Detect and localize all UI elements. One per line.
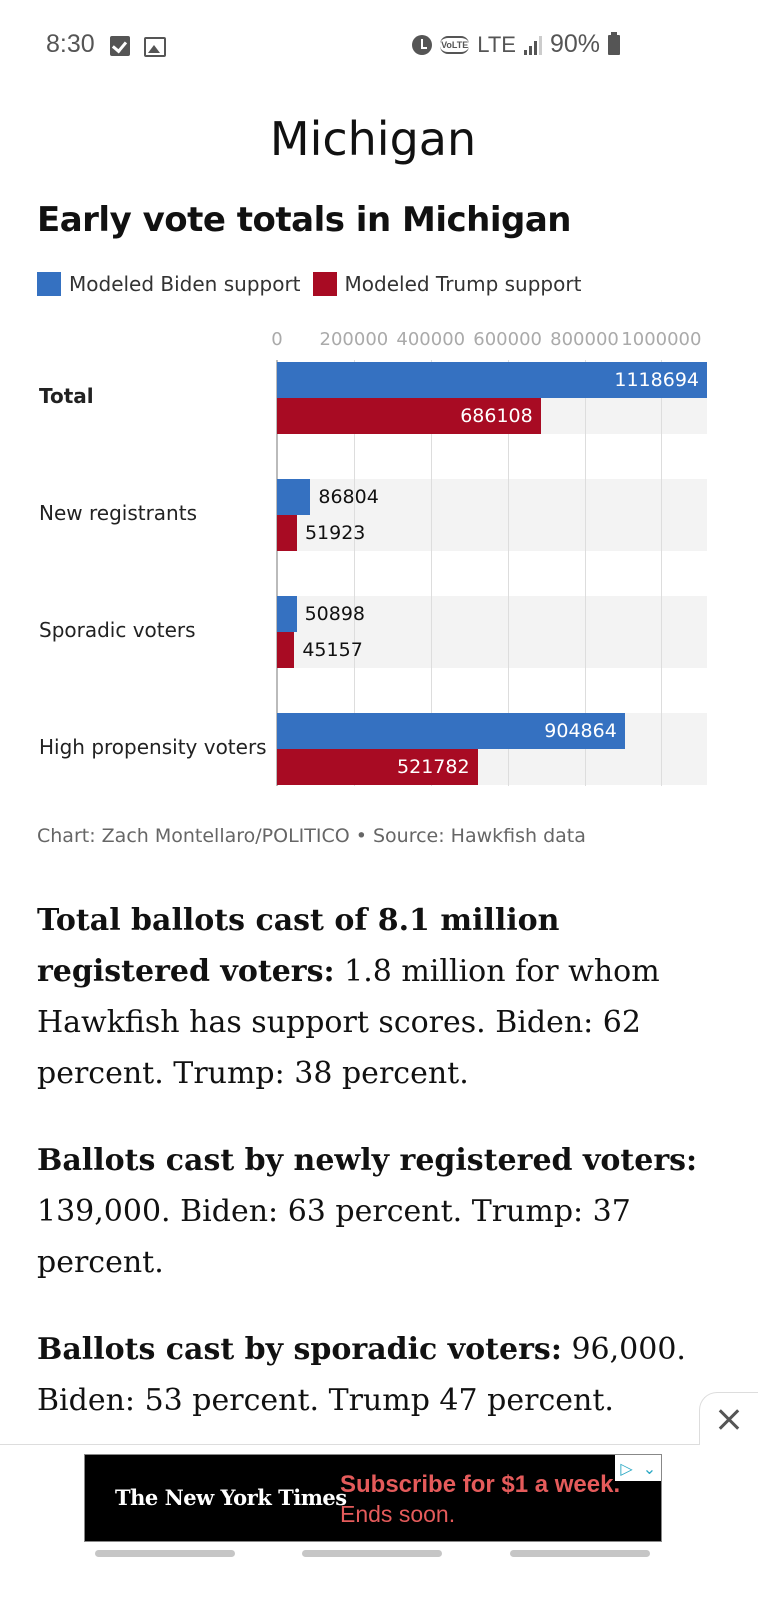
ad-headline: Subscribe for $1 a week. <box>340 1471 621 1498</box>
bar-value-label: 50898 <box>304 603 366 625</box>
category-label: High propensity voters <box>39 735 267 759</box>
category-band <box>277 479 707 551</box>
bar-biden <box>277 362 707 398</box>
category-label: Total <box>39 384 94 408</box>
nav-bar-home[interactable] <box>302 1550 442 1557</box>
bar-value-label: 86804 <box>318 486 379 508</box>
x-tick-label: 800000 <box>550 329 619 350</box>
legend-swatch-trump <box>312 272 337 296</box>
nav-bar-back[interactable] <box>510 1550 650 1557</box>
bar-value-label: 904864 <box>544 720 617 742</box>
article-paragraph: Total ballots cast of 8.1 million regist… <box>37 895 717 1099</box>
network-type: LTE <box>477 31 516 57</box>
bar-biden <box>277 479 311 515</box>
ad-subline: Ends soon. <box>340 1501 456 1527</box>
chart-credit: Chart: Zach Montellaro/POLITICO • Source… <box>37 825 586 847</box>
legend-item-biden: Modeled Biden support <box>37 272 301 296</box>
article-paragraph: Ballots cast by newly registered voters:… <box>37 1135 717 1288</box>
bar-biden <box>277 713 625 749</box>
x-tick-label: 0 <box>271 329 283 350</box>
gridline <box>353 360 355 786</box>
bar-value-label: 521782 <box>397 756 470 778</box>
ad-brand-logo: The New York Times <box>115 1485 347 1510</box>
gridline <box>430 360 432 786</box>
bar-value-label: 1118694 <box>614 369 699 391</box>
bar-value-label: 686108 <box>460 405 533 427</box>
close-ad-button[interactable] <box>699 1392 758 1445</box>
checkbox-notification-icon <box>110 36 130 56</box>
bar-trump <box>277 515 297 551</box>
nav-bar-recents[interactable] <box>95 1550 235 1557</box>
legend-swatch-biden <box>37 272 61 296</box>
article-paragraph: Ballots cast by sporadic voters: 96,000.… <box>37 1324 717 1426</box>
bar-trump <box>277 749 478 785</box>
alarm-icon <box>412 34 433 55</box>
x-tick-label: 200000 <box>319 329 389 350</box>
x-tick-label: 400000 <box>396 329 466 350</box>
gridline <box>661 360 663 786</box>
bar-trump <box>277 632 295 668</box>
gridline <box>507 360 509 786</box>
paragraph-text: 96,000. Biden: 53 percent. Trump 47 perc… <box>37 1332 686 1418</box>
paragraph-text: 139,000. Biden: 63 percent. Trump: 37 pe… <box>37 1194 631 1280</box>
ad-banner[interactable]: The New York Times Subscribe for $1 a we… <box>84 1454 662 1542</box>
paragraph-lead: Total ballots cast of 8.1 million regist… <box>37 903 560 989</box>
status-time: 8:30 <box>46 30 95 58</box>
ad-choices[interactable]: ▷ ⌄ <box>615 1455 661 1481</box>
article-body: Total ballots cast of 8.1 million regist… <box>37 895 717 1462</box>
paragraph-lead: Ballots cast by sporadic voters: <box>37 1332 562 1367</box>
battery-percent: 90% <box>549 30 600 58</box>
bar-chart: 0 200000 400000 600000 800000 1000000 Total New… <box>0 320 758 800</box>
paragraph-text: 1.8 million for whom Hawkfish has suppor… <box>37 954 660 1091</box>
category-band <box>277 596 707 668</box>
chart-legend: Modeled Biden support Modeled Trump supp… <box>37 272 593 296</box>
bar-biden <box>277 596 297 632</box>
paragraph-lead: Ballots cast by newly registered voters: <box>37 1143 698 1178</box>
status-bar: 8:30 VoLTE LTE 90% <box>0 0 758 90</box>
volte-icon: VoLTE <box>440 35 470 54</box>
bar-value-label: 51923 <box>304 522 366 544</box>
battery-icon <box>608 31 620 55</box>
legend-item-trump: Modeled Trump support <box>312 272 582 296</box>
status-right: VoLTE LTE 90% <box>412 30 620 59</box>
chart-title: Early vote totals in Michigan <box>37 200 571 240</box>
signal-icon <box>523 35 542 55</box>
image-notification-icon <box>144 37 166 57</box>
bar-trump <box>277 398 541 434</box>
legend-label-trump: Modeled Trump support <box>344 272 582 296</box>
legend-label-biden: Modeled Biden support <box>69 272 301 296</box>
chevron-down-icon[interactable]: ⌄ <box>642 1458 657 1478</box>
x-tick-label: 1000000 <box>621 329 702 350</box>
x-tick-label: 600000 <box>473 329 542 350</box>
y-axis-line <box>276 360 278 786</box>
page-title: Michigan <box>269 112 477 166</box>
gridline <box>584 360 586 786</box>
ad-choices-icon[interactable]: ▷ <box>620 1458 633 1478</box>
category-label: New registrants <box>39 501 197 525</box>
bar-value-label: 45157 <box>302 639 363 661</box>
category-label: Sporadic voters <box>39 618 196 642</box>
